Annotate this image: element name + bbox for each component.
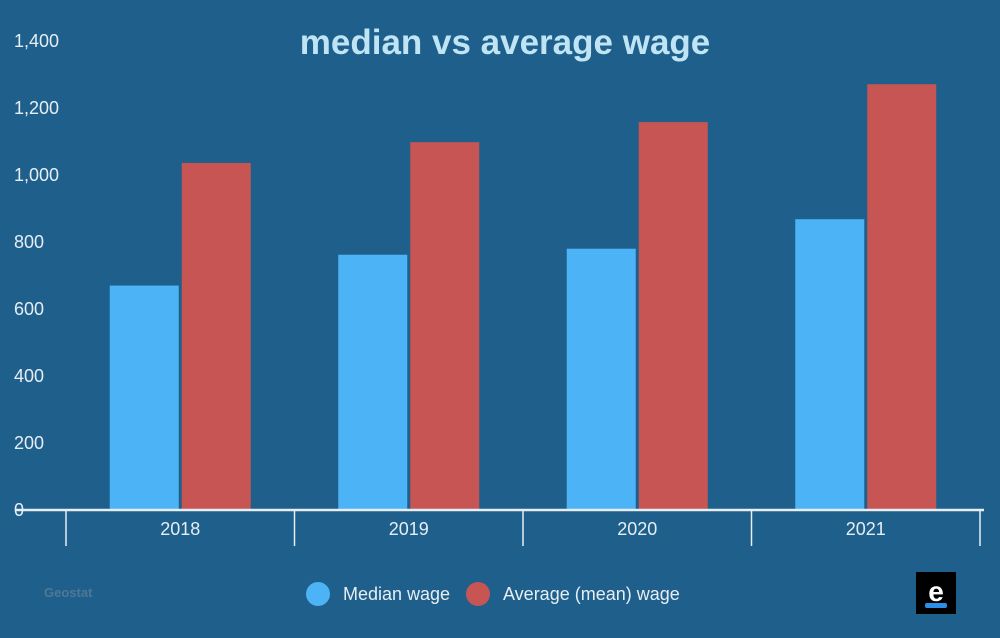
y-tick-label: 200: [14, 433, 44, 453]
bar-median-wage-2020: [566, 248, 636, 510]
legend-label-median-wage: Median wage: [343, 584, 450, 604]
bar-median-wage-2021: [795, 219, 865, 510]
bars: [109, 84, 937, 511]
bar-median-wage-2019: [338, 254, 408, 510]
chart-title: median vs average wage: [300, 23, 711, 62]
legend-swatch-median-wage: [306, 582, 330, 606]
svg-text:e: e: [928, 576, 944, 607]
x-tick-label: 2021: [846, 519, 886, 539]
x-tick-label: 2019: [389, 519, 429, 539]
source-label: Geostat: [44, 585, 93, 600]
bar-average-mean-wage-2021: [867, 84, 937, 510]
legend: Median wage Average (mean) wage: [306, 582, 680, 606]
logo-icon: e: [916, 572, 956, 614]
y-tick-label: 1,400: [14, 31, 59, 51]
x-axis: 2018 2019 2020 2021: [16, 508, 984, 546]
bar-average-mean-wage-2019: [410, 142, 480, 511]
legend-swatch-average-mean-wage: [466, 582, 490, 606]
x-tick-label: 2018: [160, 519, 200, 539]
y-tick-label: 1,000: [14, 165, 59, 185]
bar-average-mean-wage-2020: [638, 122, 708, 510]
y-tick-label: 800: [14, 232, 44, 252]
y-tick-label: 400: [14, 366, 44, 386]
x-tick-label: 2020: [617, 519, 657, 539]
bar-median-wage-2018: [109, 285, 179, 510]
bar-average-mean-wage-2018: [181, 162, 251, 510]
legend-label-average-mean-wage: Average (mean) wage: [503, 584, 680, 604]
y-tick-label: 1,200: [14, 98, 59, 118]
y-tick-label: 600: [14, 299, 44, 319]
